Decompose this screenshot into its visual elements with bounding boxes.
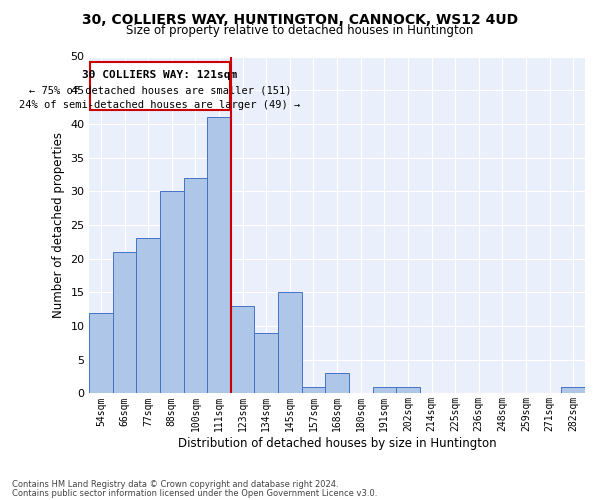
Text: 30, COLLIERS WAY, HUNTINGTON, CANNOCK, WS12 4UD: 30, COLLIERS WAY, HUNTINGTON, CANNOCK, W… xyxy=(82,12,518,26)
Y-axis label: Number of detached properties: Number of detached properties xyxy=(52,132,65,318)
Text: Contains HM Land Registry data © Crown copyright and database right 2024.: Contains HM Land Registry data © Crown c… xyxy=(12,480,338,489)
Bar xyxy=(89,312,113,394)
Bar xyxy=(113,252,136,394)
Text: 24% of semi-detached houses are larger (49) →: 24% of semi-detached houses are larger (… xyxy=(19,100,301,110)
Text: ← 75% of detached houses are smaller (151): ← 75% of detached houses are smaller (15… xyxy=(29,86,291,96)
Bar xyxy=(160,192,184,394)
Text: 30 COLLIERS WAY: 121sqm: 30 COLLIERS WAY: 121sqm xyxy=(82,70,238,80)
Bar xyxy=(231,306,254,394)
Bar xyxy=(396,386,420,394)
Bar xyxy=(207,117,231,394)
Bar xyxy=(136,238,160,394)
Bar xyxy=(325,373,349,394)
FancyBboxPatch shape xyxy=(91,62,230,110)
Bar xyxy=(184,178,207,394)
Bar xyxy=(562,386,585,394)
Bar xyxy=(254,333,278,394)
Bar xyxy=(373,386,396,394)
Bar xyxy=(278,292,302,394)
Text: Size of property relative to detached houses in Huntington: Size of property relative to detached ho… xyxy=(127,24,473,37)
X-axis label: Distribution of detached houses by size in Huntington: Distribution of detached houses by size … xyxy=(178,437,496,450)
Text: Contains public sector information licensed under the Open Government Licence v3: Contains public sector information licen… xyxy=(12,488,377,498)
Bar xyxy=(302,386,325,394)
